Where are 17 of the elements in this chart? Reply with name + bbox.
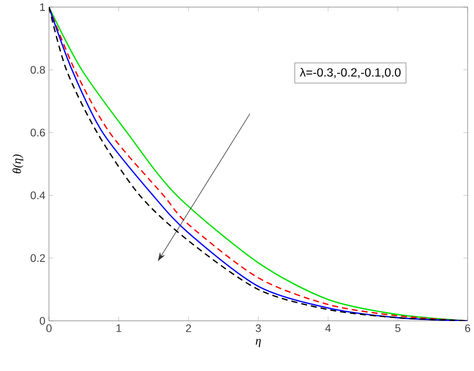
line-series [48,7,468,321]
y-tick-label: 0.8 [30,66,45,74]
y-axis-title: θ(η) [12,154,24,174]
y-tick-label: 1 [40,3,45,11]
x-tick-label: 3 [256,324,261,332]
x-tick-label: 2 [186,324,192,332]
y-tick-label: 0 [40,317,46,325]
x-tick-label: 1 [116,324,122,332]
x-tick-label: 4 [325,324,331,332]
y-tick-label: 0.4 [30,192,46,200]
x-axis-title: η [256,339,261,348]
annotation: λ=-0.3,-0.2,-0.1,0.0 [300,68,401,78]
x-tick-label: 6 [465,324,470,332]
y-tick-label: 0.2 [30,254,45,262]
x-tick-label: 0 [46,324,52,332]
x-tick-label: 5 [395,324,400,332]
y-tick-label: 0.6 [30,128,45,137]
